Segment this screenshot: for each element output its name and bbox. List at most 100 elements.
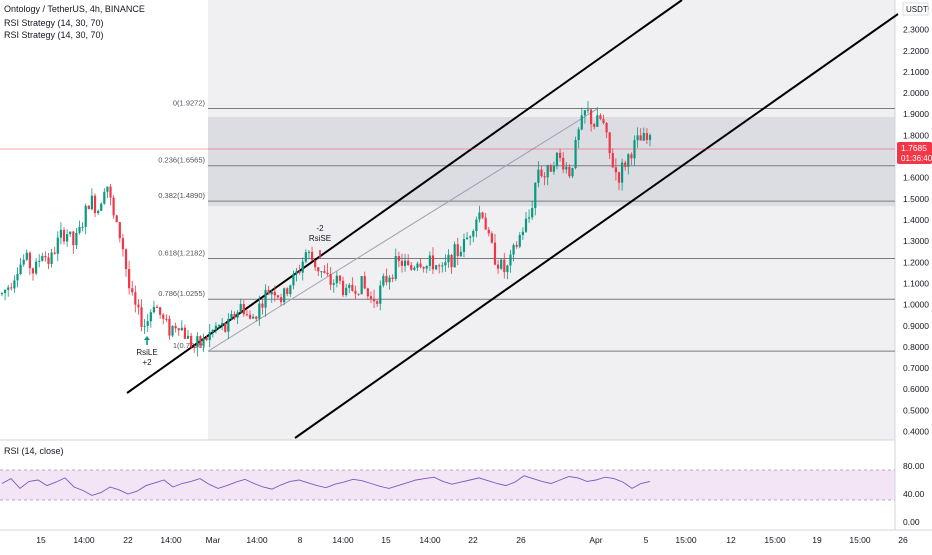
candle-body xyxy=(124,249,128,270)
candle-body xyxy=(90,195,94,210)
candle-body xyxy=(642,132,645,141)
candle-body xyxy=(599,115,602,120)
price-tick-label: 0.6000 xyxy=(903,384,929,394)
candle-body xyxy=(496,264,500,269)
price-channel[interactable] xyxy=(126,0,899,439)
candle-body xyxy=(475,219,478,232)
time-tick-label: 19 xyxy=(812,535,822,545)
fib-region-bg xyxy=(208,0,895,440)
fibonacci-retracement[interactable]: 0(1.9272) 0.236(1.6565) 0.382(1.4890) 0.618… xyxy=(158,98,895,352)
candle-body xyxy=(354,290,357,294)
candle-body xyxy=(224,323,227,332)
candle-body xyxy=(28,252,32,269)
candle-body xyxy=(391,277,394,279)
candle-body xyxy=(196,336,199,347)
candle-body xyxy=(450,254,453,268)
candle-body xyxy=(620,162,624,183)
indicator-legend-1[interactable]: RSI Strategy (14, 30, 70) xyxy=(4,18,104,28)
candle-body xyxy=(416,263,419,268)
candle-body xyxy=(512,244,515,255)
time-tick-label: 26 xyxy=(898,535,908,545)
rsi-legend[interactable]: RSI (14, close) xyxy=(4,446,64,456)
candle-body xyxy=(279,297,283,303)
time-tick-label: 26 xyxy=(516,535,526,545)
candles xyxy=(0,101,652,357)
candle-body xyxy=(10,287,13,289)
fib-level-label: 1(0.7800) xyxy=(173,341,206,350)
price-axis[interactable]: 2.40002.30002.20002.10002.00001.90001.80… xyxy=(903,3,929,436)
candle-body xyxy=(314,260,317,268)
candle-body xyxy=(472,231,475,237)
candle-body xyxy=(360,276,363,295)
candle-body xyxy=(4,289,7,294)
candle-body xyxy=(81,226,84,228)
candle-body xyxy=(19,264,22,274)
candle-body xyxy=(555,152,559,167)
candle-body xyxy=(292,274,295,286)
time-tick-label: Mar xyxy=(206,535,221,545)
price-tick-label: 1.5000 xyxy=(903,194,929,204)
candle-body xyxy=(75,232,78,246)
candle-body xyxy=(577,129,580,140)
time-tick-label: 14:00 xyxy=(332,535,354,545)
candle-body xyxy=(66,234,69,242)
symbol-title[interactable]: Ontology / TetherUS, 4h, BINANCE xyxy=(4,4,145,14)
candle-body xyxy=(394,256,397,279)
indicator-legend-2[interactable]: RSI Strategy (14, 30, 70) xyxy=(4,30,104,40)
last-price-badge xyxy=(897,142,932,164)
candle-body xyxy=(149,312,152,322)
candle-body xyxy=(410,265,413,270)
candle-body xyxy=(366,288,369,297)
candle-body xyxy=(338,275,342,281)
candle-body xyxy=(87,205,90,210)
candle-body xyxy=(335,275,338,284)
rsi-tick-label: 0.00 xyxy=(903,517,920,527)
price-tick-label: 0.8000 xyxy=(903,342,929,352)
candle-body xyxy=(121,238,125,250)
time-tick-label: 8 xyxy=(298,535,303,545)
candle-body xyxy=(301,261,304,273)
candle-body xyxy=(236,312,239,318)
candle-body xyxy=(242,304,245,315)
candle-body xyxy=(7,287,10,290)
candle-body xyxy=(645,132,648,140)
candle-body xyxy=(186,335,190,339)
price-tick-label: 0.9000 xyxy=(903,321,929,331)
candle-body xyxy=(252,316,255,319)
time-tick-label: 22 xyxy=(468,535,478,545)
rsi-line xyxy=(1,475,651,496)
candle-body xyxy=(304,252,307,262)
candle-body xyxy=(35,261,38,274)
candle-body xyxy=(165,318,168,320)
candle-body xyxy=(118,222,121,239)
candle-body xyxy=(376,301,379,304)
price-tick-label: 1.2000 xyxy=(903,257,929,267)
candle-body xyxy=(413,267,416,270)
candle-body xyxy=(211,329,214,333)
candle-body xyxy=(580,115,583,130)
candle-body xyxy=(221,323,224,326)
countdown-value: 01:36:40 xyxy=(901,154,932,163)
candle-body xyxy=(444,262,447,266)
price-tick-label: 1.8000 xyxy=(903,130,929,140)
candle-body xyxy=(388,277,391,283)
candle-body xyxy=(41,255,44,261)
candle-body xyxy=(214,325,218,330)
candle-body xyxy=(605,122,608,133)
candle-body xyxy=(521,231,524,236)
candle-body xyxy=(583,110,586,116)
candle-body xyxy=(593,124,596,127)
time-axis[interactable]: 15 14:00 22 14:00 Mar 14:00 8 14:00 15 14:00 22 26 A… xyxy=(36,535,908,545)
candle-body xyxy=(447,254,450,263)
candle-body xyxy=(143,325,146,327)
candle-body xyxy=(310,251,314,261)
candle-body xyxy=(465,237,469,240)
price-tick-label: 0.7000 xyxy=(903,363,929,373)
candle-body xyxy=(509,254,512,266)
candle-body xyxy=(400,260,404,266)
fib-level-label: 0.236(1.6565) xyxy=(158,156,205,165)
candle-body xyxy=(537,169,540,183)
rsi-axis[interactable]: 80.00 40.00 0.00 xyxy=(903,461,925,527)
